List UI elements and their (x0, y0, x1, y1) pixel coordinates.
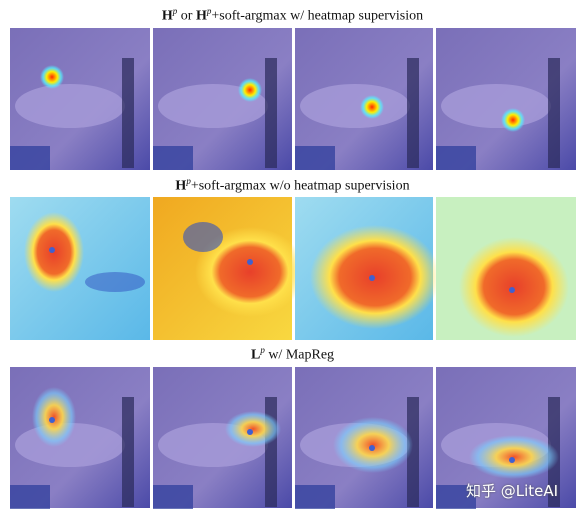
row-2-panels (10, 197, 576, 340)
title-part: H (195, 8, 207, 24)
title-part: w/ MapReg (264, 347, 335, 363)
row-title: Hp+soft-argmax w/o heatmap supervision (0, 176, 585, 195)
row-title: Hp or Hp+soft-argmax w/ heatmap supervis… (0, 6, 585, 25)
title-part: +soft-argmax w/ heatmap supervision (211, 8, 424, 24)
title-part: p (172, 6, 178, 16)
title-part: H (175, 178, 187, 194)
title-part: p (206, 6, 212, 16)
title-part: p (260, 345, 265, 355)
row-title: Lp w/ MapReg (0, 345, 585, 364)
row-3-panels (10, 367, 576, 509)
row-1-panels (10, 28, 576, 170)
watermark: 知乎 @LiteAI (466, 482, 559, 500)
title-part: or (177, 8, 196, 24)
title-part: p (186, 176, 191, 186)
title-part: +soft-argmax w/o heatmap supervision (190, 178, 410, 194)
title-part: L (250, 347, 261, 363)
title-part: H (161, 8, 173, 24)
